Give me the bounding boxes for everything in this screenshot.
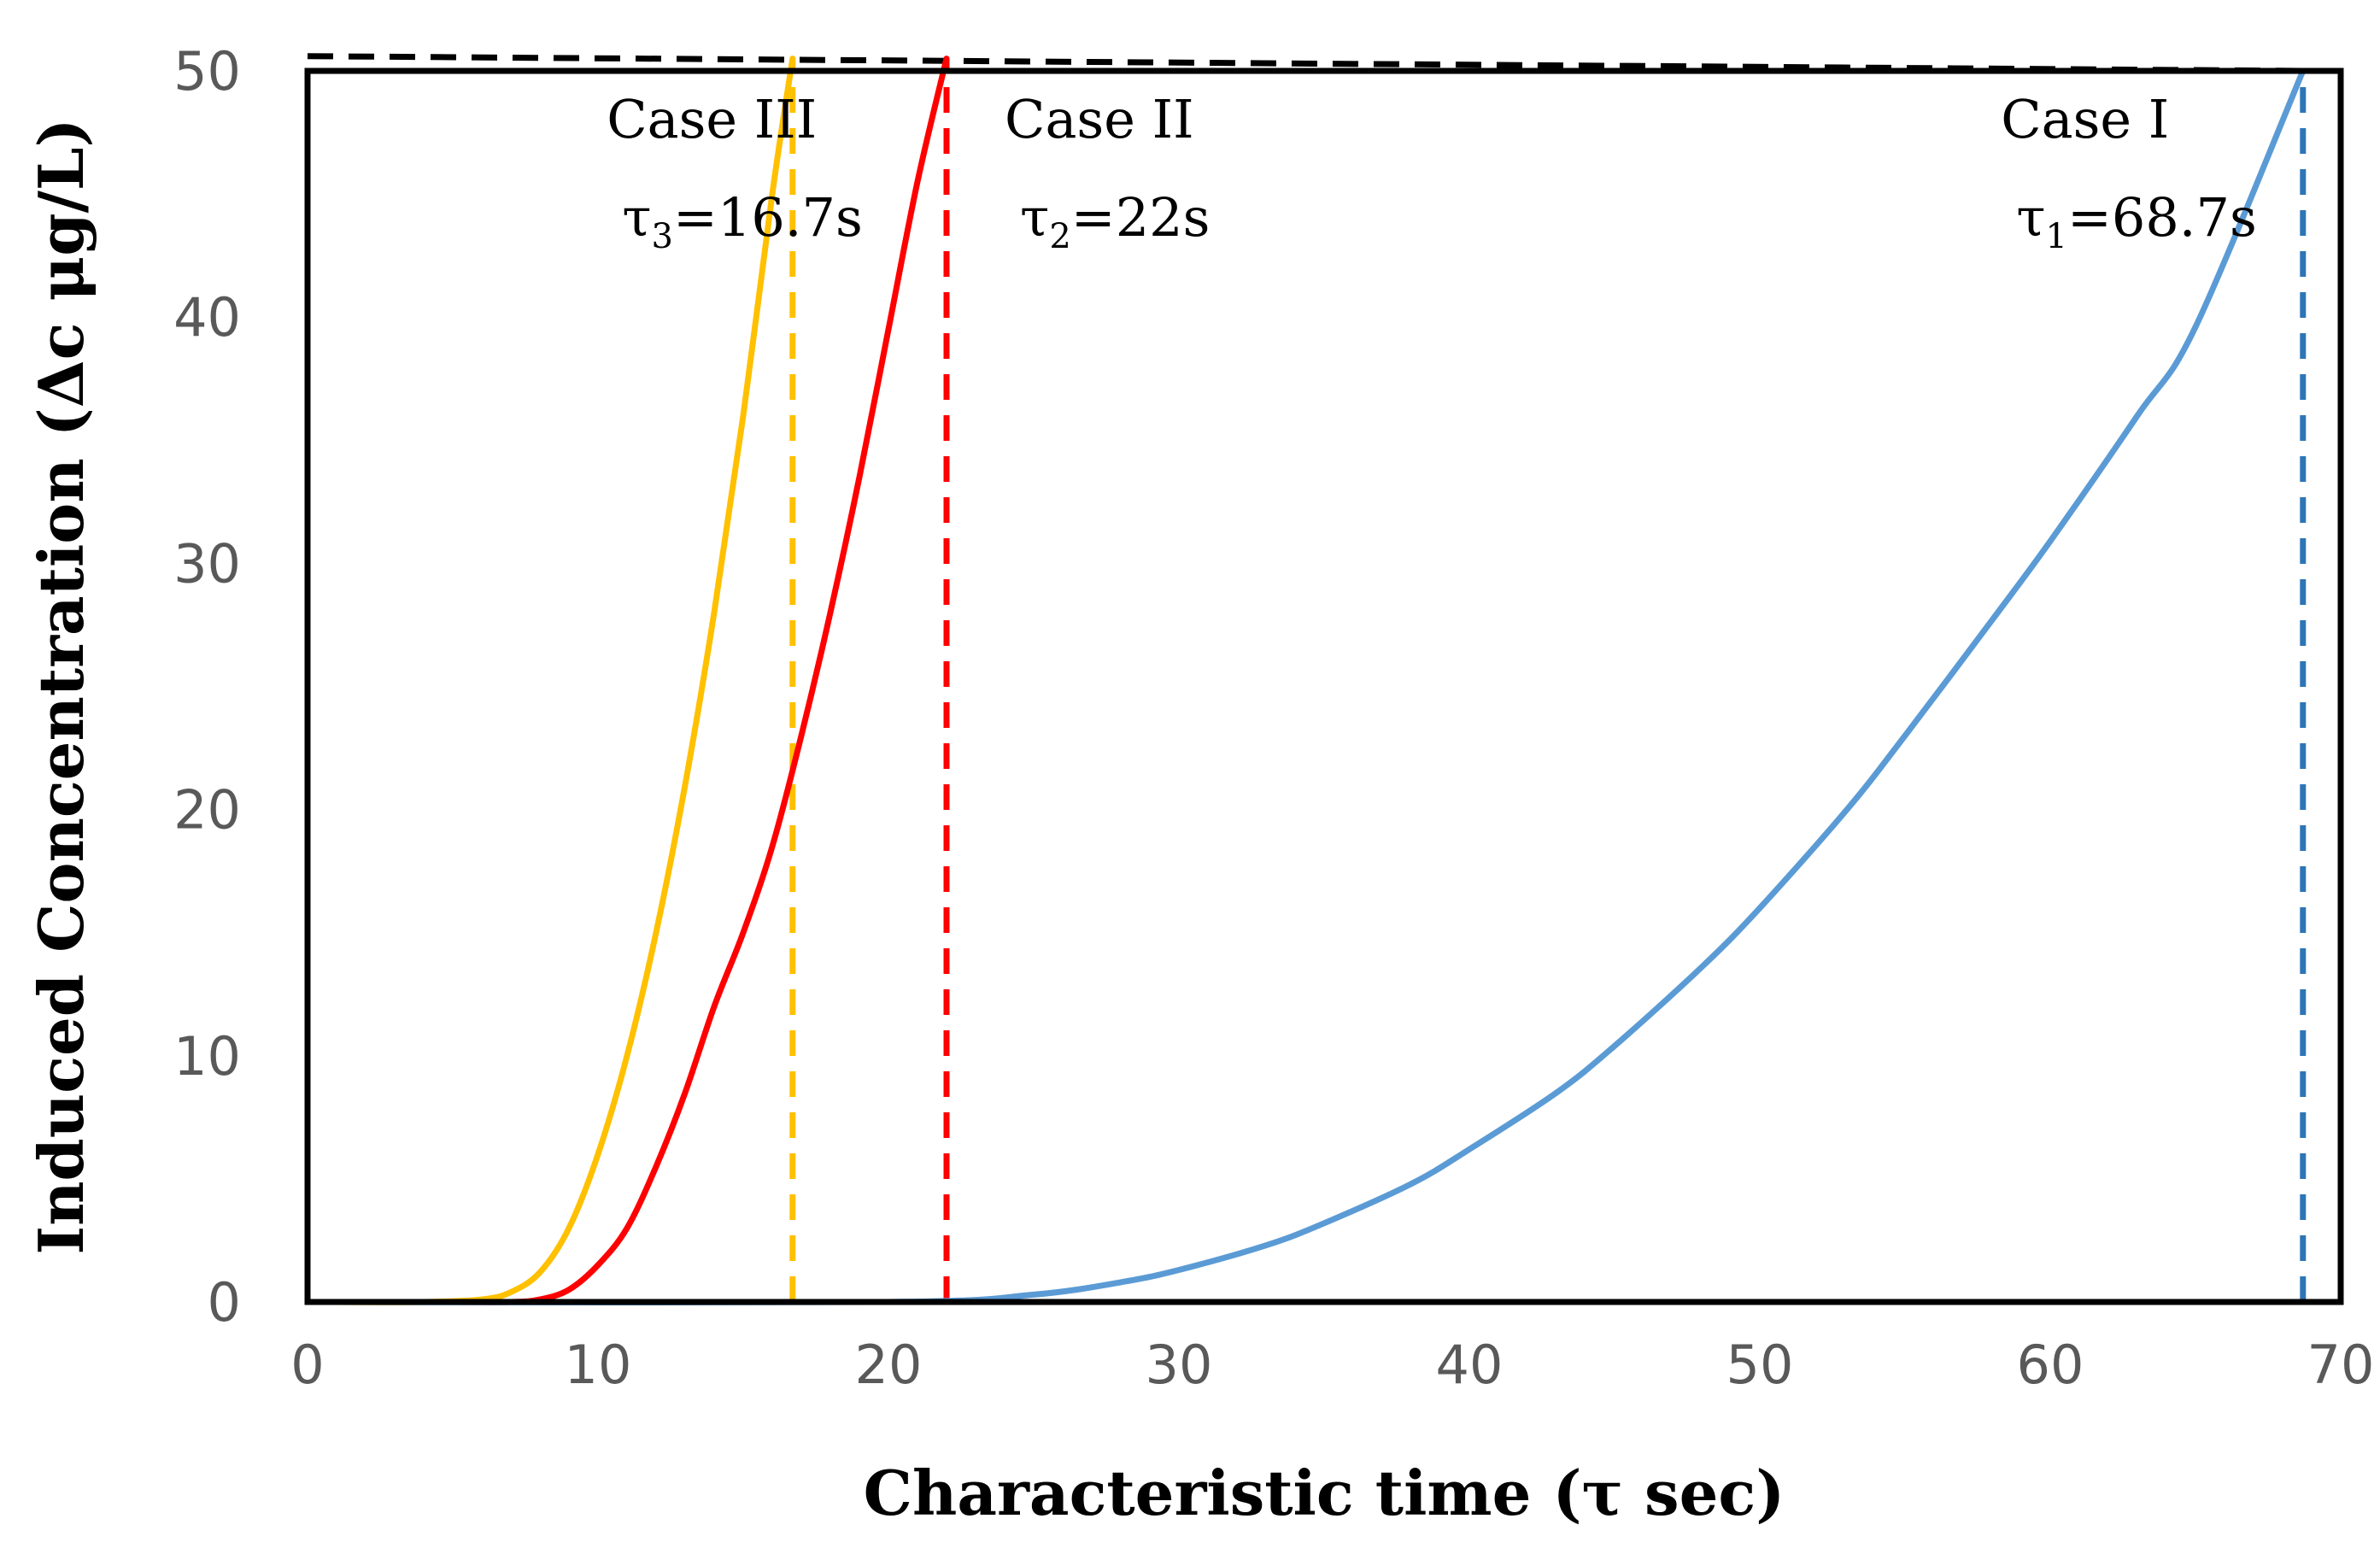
reference-lines bbox=[307, 53, 2307, 1302]
x-tick-label: 10 bbox=[565, 1334, 632, 1396]
tau-symbol: τ bbox=[2016, 186, 2045, 249]
tau-annotation-case-iii: τ3=16.7s bbox=[622, 186, 863, 256]
x-tick-label: 20 bbox=[855, 1334, 923, 1396]
y-tick-label: 30 bbox=[173, 532, 241, 595]
y-axis-title: Induced Concentration (Δc μg/L) bbox=[25, 118, 97, 1254]
y-tick-label: 10 bbox=[173, 1025, 241, 1088]
series-line-case-iii bbox=[333, 56, 796, 1305]
x-tick-label: 30 bbox=[1146, 1334, 1213, 1396]
x-tick-label: 0 bbox=[290, 1334, 324, 1396]
axis-ticks: 0 10 20 30 40 50 60 70 0 10 20 30 40 50 bbox=[173, 40, 2374, 1396]
series-line-case-i bbox=[333, 67, 2307, 1306]
tau-value: =16.7s bbox=[673, 186, 863, 249]
x-tick-label: 70 bbox=[2307, 1334, 2375, 1396]
y-tick-label: 20 bbox=[173, 779, 241, 842]
annotation-case-ii: Case II bbox=[1005, 88, 1194, 150]
tau-annotation-case-i: τ1=68.7s bbox=[2016, 186, 2257, 256]
y-tick-label: 0 bbox=[208, 1271, 241, 1334]
tau-subscript: 1 bbox=[2046, 217, 2067, 256]
plot-area-frame bbox=[304, 67, 2344, 1305]
x-tick-label: 60 bbox=[2017, 1334, 2084, 1396]
tau-symbol: τ bbox=[622, 186, 651, 249]
tau-subscript: 2 bbox=[1049, 217, 1070, 256]
annotation-case-i: Case I bbox=[2001, 88, 2169, 150]
x-axis-title: Characteristic time (τ sec) bbox=[864, 1457, 1785, 1529]
y-tick-label: 40 bbox=[173, 286, 241, 349]
tau-value: =22s bbox=[1071, 186, 1211, 249]
y-tick-label: 50 bbox=[173, 40, 241, 103]
tau-value: =68.7s bbox=[2067, 186, 2257, 249]
annotation-case-iii: Case III bbox=[607, 88, 817, 150]
tau-annotation-case-ii: τ2=22s bbox=[1020, 186, 1210, 256]
x-tick-label: 40 bbox=[1436, 1334, 1504, 1396]
tau-symbol: τ bbox=[1020, 186, 1049, 249]
tau-subscript: 3 bbox=[652, 217, 673, 256]
x-tick-label: 50 bbox=[1726, 1334, 1794, 1396]
